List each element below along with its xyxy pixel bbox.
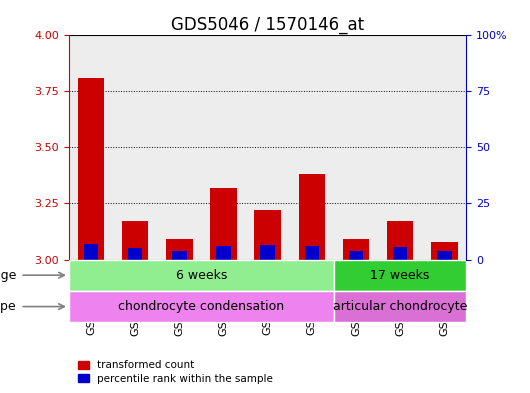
Legend: transformed count, percentile rank within the sample: transformed count, percentile rank withi…	[74, 356, 277, 388]
Text: cell type: cell type	[0, 300, 16, 313]
Bar	[422, 35, 466, 259]
Bar	[69, 291, 334, 322]
Bar	[349, 251, 363, 259]
Bar	[69, 35, 113, 259]
Bar	[334, 291, 466, 322]
Text: 6 weeks: 6 weeks	[176, 269, 227, 282]
Bar	[334, 259, 466, 291]
Bar	[166, 239, 192, 259]
Bar	[431, 242, 457, 259]
Bar	[290, 35, 334, 259]
Bar	[128, 248, 143, 259]
Bar	[378, 35, 422, 259]
Text: chondrocyte condensation: chondrocyte condensation	[118, 300, 285, 313]
Bar	[201, 35, 245, 259]
Bar	[210, 188, 237, 259]
Bar	[245, 35, 290, 259]
Text: articular chondrocyte: articular chondrocyte	[333, 300, 467, 313]
Bar	[334, 35, 378, 259]
Bar	[305, 246, 319, 259]
Title: GDS5046 / 1570146_at: GDS5046 / 1570146_at	[171, 16, 364, 34]
Bar	[254, 210, 281, 259]
Bar	[78, 78, 104, 259]
Text: development stage: development stage	[0, 269, 16, 282]
Bar	[343, 239, 369, 259]
Bar	[122, 221, 148, 259]
Bar	[260, 245, 275, 259]
Bar	[387, 221, 413, 259]
Bar	[172, 251, 187, 259]
Bar	[157, 35, 201, 259]
Text: 17 weeks: 17 weeks	[370, 269, 430, 282]
Bar	[393, 247, 408, 259]
Bar	[216, 246, 231, 259]
Bar	[84, 244, 98, 259]
Bar	[298, 174, 325, 259]
Bar	[69, 259, 334, 291]
Bar	[113, 35, 157, 259]
Bar	[437, 251, 452, 259]
